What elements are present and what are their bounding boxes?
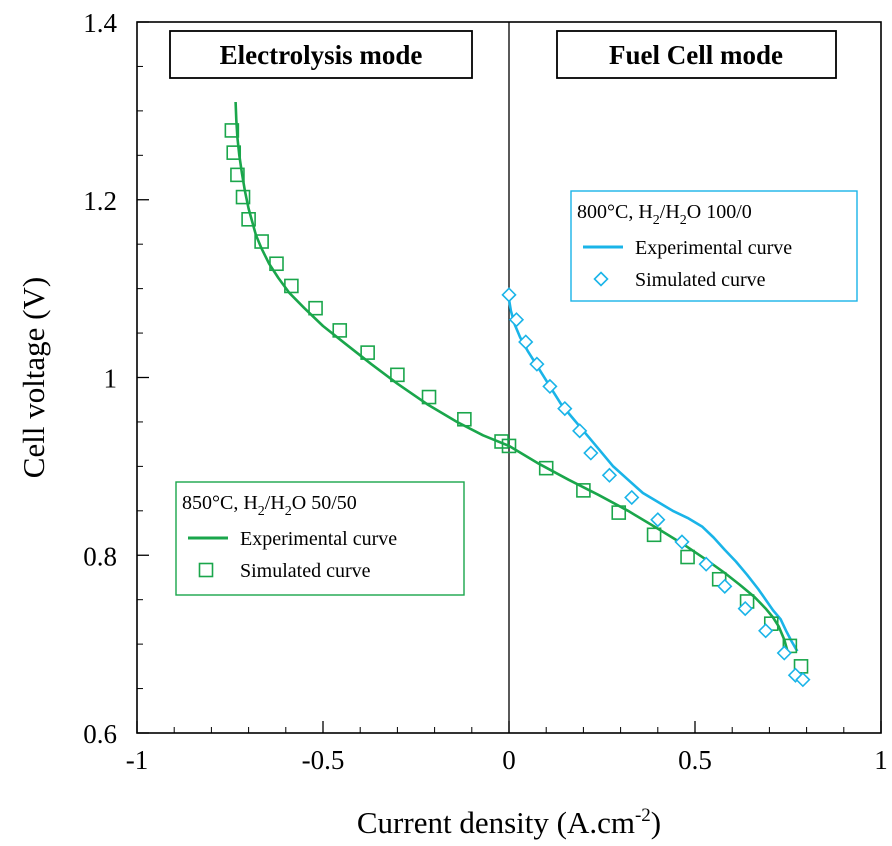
simulated-point-800 xyxy=(698,556,714,572)
simulated-point-850 xyxy=(646,527,662,543)
x-tick-label: 1 xyxy=(874,745,888,775)
y-tick-label: 1.2 xyxy=(83,186,117,216)
simulated-point-850 xyxy=(254,234,269,249)
simulated-point-850 xyxy=(360,345,375,360)
simulated-point-800 xyxy=(737,600,753,617)
simulated-point-800 xyxy=(624,489,640,506)
simulated-point-850 xyxy=(793,659,809,674)
fuel-cell-mode-box xyxy=(556,30,837,79)
simulated-point-850 xyxy=(226,145,242,160)
simulated-point-850 xyxy=(224,123,240,138)
legend-line-label: Experimental curve xyxy=(635,237,792,259)
legend-top-right: 800°C, H2/H2O 100/0 Experimental curve Sim… xyxy=(570,190,858,302)
simulated-point-850 xyxy=(332,323,348,338)
simulated-point-850 xyxy=(235,189,251,205)
electrolysis-mode-label: Electrolysis mode xyxy=(220,40,423,70)
simulated-point-850 xyxy=(390,367,405,383)
simulated-point-800 xyxy=(674,534,690,550)
simulated-point-850 xyxy=(680,549,695,565)
simulated-point-800 xyxy=(508,312,525,328)
legend-line-label: Experimental curve xyxy=(240,528,397,550)
simulated-point-850 xyxy=(421,389,437,405)
simulated-point-850 xyxy=(241,212,256,227)
y-tick-label: 0.6 xyxy=(83,719,117,749)
simulated-point-850 xyxy=(501,438,517,454)
simulated-point-800 xyxy=(776,645,792,661)
axes-layer: -1 -0.5 0 0.5 1 0.6 0.8 1 1.2 1.4 Current density … xyxy=(16,8,888,840)
simulated-point-850 xyxy=(494,434,509,449)
legend-marker-swatch xyxy=(198,562,214,578)
legend-title: 850°C, H2/H2O 50/50 xyxy=(182,492,357,519)
x-tick-label: -0.5 xyxy=(302,745,345,775)
simulated-point-800 xyxy=(650,512,666,528)
legend-marker-label: Simulated curve xyxy=(240,560,371,582)
simulated-point-800 xyxy=(529,356,545,372)
simulated-point-800 xyxy=(572,423,588,439)
simulated-point-850 xyxy=(611,505,627,520)
x-tick-label: 0.5 xyxy=(678,745,712,775)
series-layer xyxy=(224,101,811,688)
simulated-point-850 xyxy=(230,167,245,183)
simulated-point-850 xyxy=(538,460,554,476)
annotation-layer: Electrolysis mode Fuel Cell mode xyxy=(169,30,837,79)
simulated-point-850 xyxy=(576,483,591,498)
y-tick-label: 0.8 xyxy=(83,541,117,571)
simulated-point-850 xyxy=(457,411,472,427)
simulated-point-800 xyxy=(542,378,558,395)
simulated-point-800 xyxy=(601,467,618,483)
y-tick-label: 1 xyxy=(104,364,118,394)
simulated-point-800 xyxy=(518,334,534,350)
legend-marker-label: Simulated curve xyxy=(635,269,766,291)
legend-title: 800°C, H2/H2O 100/0 xyxy=(577,201,752,228)
simulated-point-800 xyxy=(795,672,811,688)
x-tick-label: -1 xyxy=(126,745,149,775)
fuel-cell-mode-label: Fuel Cell mode xyxy=(609,40,783,70)
y-tick-label: 1.4 xyxy=(83,8,117,38)
simulated-point-800 xyxy=(717,578,733,594)
legend-bottom-left: 850°C, H2/H2O 50/50 Experimental curve Sim… xyxy=(175,481,465,596)
x-axis-title: Current density (A.cm-2) xyxy=(357,805,661,840)
simulated-point-800 xyxy=(557,400,573,417)
simulated-point-800 xyxy=(583,445,599,461)
x-tick-label: 0 xyxy=(502,745,516,775)
simulated-point-850 xyxy=(269,256,284,272)
simulated-point-850 xyxy=(308,300,323,316)
y-axis-title: Cell voltage (V) xyxy=(16,277,51,478)
legend-marker-swatch xyxy=(593,271,609,287)
legend-layer: 850°C, H2/H2O 50/50 Experimental curve Sim… xyxy=(175,190,858,596)
simulated-point-850 xyxy=(284,278,299,294)
electrolysis-mode-box xyxy=(169,30,473,79)
simulated-point-800 xyxy=(758,623,774,639)
simulated-point-800 xyxy=(501,287,517,303)
